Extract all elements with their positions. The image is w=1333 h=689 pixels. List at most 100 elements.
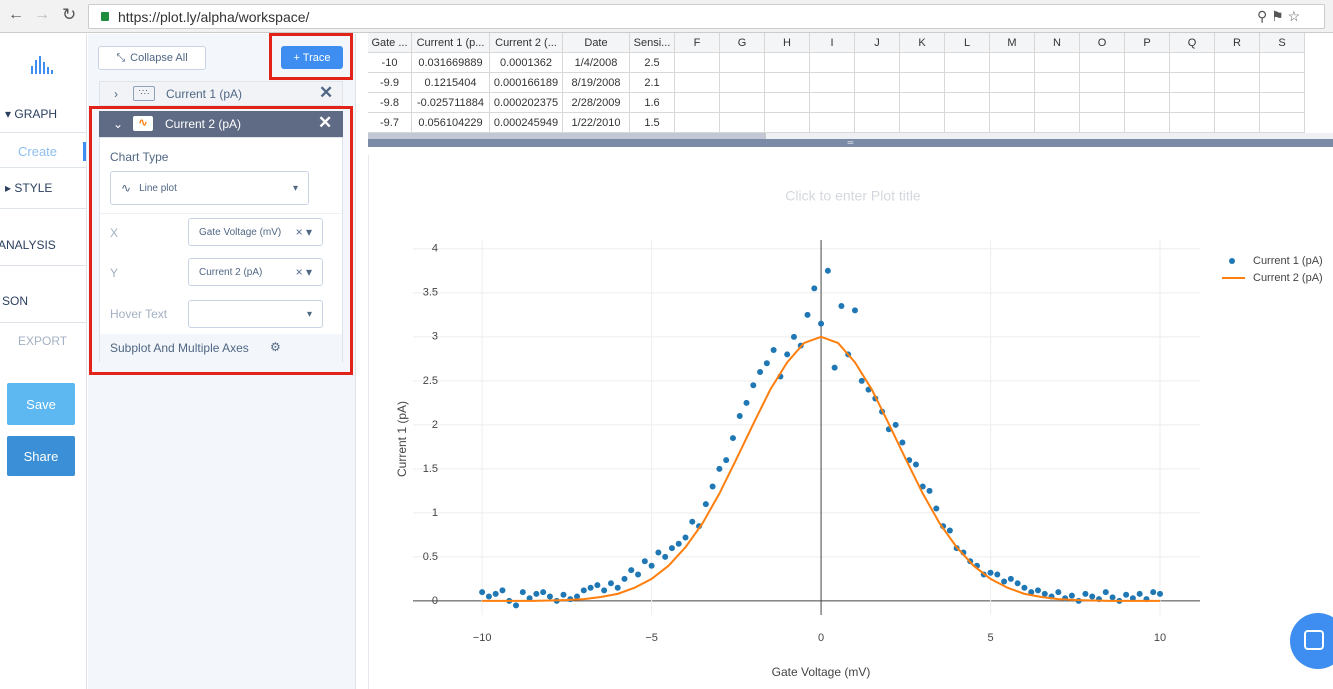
column-header[interactable]: Date	[563, 33, 630, 53]
nav-analysis[interactable]: ANALYSIS	[0, 238, 56, 252]
share-button[interactable]: Share	[7, 436, 75, 476]
x-axis-title[interactable]: Gate Voltage (mV)	[772, 665, 871, 679]
grid-cell[interactable]	[675, 53, 720, 73]
column-header[interactable]: O	[1080, 33, 1125, 53]
grid-cell[interactable]	[810, 73, 855, 93]
grid-cell[interactable]	[675, 73, 720, 93]
grid-cell[interactable]	[1080, 53, 1125, 73]
grid-cell[interactable]	[990, 93, 1035, 113]
grid-cell[interactable]	[1080, 73, 1125, 93]
column-header[interactable]: P	[1125, 33, 1170, 53]
grid-cell[interactable]: -9.9	[368, 73, 412, 93]
grid-cell[interactable]	[765, 73, 810, 93]
chart-title[interactable]: Click to enter Plot title	[785, 188, 921, 204]
grid-cell[interactable]: 1/22/2010	[563, 113, 630, 133]
grid-cell[interactable]: -9.8	[368, 93, 412, 113]
hover-select[interactable]: ▾	[188, 300, 323, 328]
grid-cell[interactable]	[1125, 73, 1170, 93]
grid-cell[interactable]	[1035, 53, 1080, 73]
grid-cell[interactable]: 0.0001362	[490, 53, 563, 73]
column-header[interactable]: Sensi...	[630, 33, 675, 53]
grid-cell[interactable]	[765, 53, 810, 73]
grid-cell[interactable]	[675, 93, 720, 113]
grid-cell[interactable]	[1035, 73, 1080, 93]
chart-type-select[interactable]: ∿ Line plot ▾	[110, 171, 309, 205]
grid-cell[interactable]	[1125, 113, 1170, 133]
grid-cell[interactable]	[720, 73, 765, 93]
browser-icons[interactable]: ⚲ ⚑ ☆	[1257, 8, 1301, 24]
grid-cell[interactable]	[1215, 113, 1260, 133]
column-header[interactable]: J	[855, 33, 900, 53]
gear-icon[interactable]: ⚙	[270, 340, 281, 354]
grid-cell[interactable]	[810, 113, 855, 133]
grid-cell[interactable]	[1080, 93, 1125, 113]
grid-cell[interactable]	[1125, 53, 1170, 73]
grid-cell[interactable]	[1215, 93, 1260, 113]
grid-cell[interactable]: 8/19/2008	[563, 73, 630, 93]
grid-cell[interactable]: 1/4/2008	[563, 53, 630, 73]
grid-cell[interactable]	[1215, 53, 1260, 73]
grid-cell[interactable]	[720, 113, 765, 133]
column-header[interactable]: H	[765, 33, 810, 53]
grid-cell[interactable]	[810, 93, 855, 113]
grid-cell[interactable]	[990, 73, 1035, 93]
split-handle[interactable]: ═	[368, 139, 1333, 147]
nav-create[interactable]: Create	[18, 144, 58, 159]
grid-cell[interactable]	[765, 93, 810, 113]
y-select[interactable]: Current 2 (pA) × ▾	[188, 258, 323, 286]
grid-cell[interactable]	[945, 93, 990, 113]
grid-cell[interactable]	[855, 93, 900, 113]
grid-cell[interactable]	[1035, 113, 1080, 133]
delete-trace[interactable]: ✕	[319, 83, 334, 102]
grid-cell[interactable]	[1260, 73, 1305, 93]
grid-cell[interactable]: -10	[368, 53, 412, 73]
grid-cell[interactable]: 0.031669889	[412, 53, 490, 73]
column-header[interactable]: L	[945, 33, 990, 53]
nav-graph[interactable]: GRAPH	[14, 107, 58, 121]
column-header[interactable]: Current 1 (p...	[412, 33, 490, 53]
nav-style[interactable]: STYLE	[14, 181, 53, 195]
grid-cell[interactable]	[945, 113, 990, 133]
grid-cell[interactable]	[1170, 113, 1215, 133]
trace-row-active[interactable]: ⌄ ∿ Current 2 (pA) ✕	[99, 111, 343, 137]
grid-cell[interactable]: 2/28/2009	[563, 93, 630, 113]
nav-json[interactable]: SON	[2, 294, 29, 308]
grid-cell[interactable]	[855, 73, 900, 93]
grid-cell[interactable]	[720, 53, 765, 73]
clear-icon[interactable]: × ▾	[295, 225, 312, 239]
grid-cell[interactable]	[1125, 93, 1170, 113]
column-header[interactable]: M	[990, 33, 1035, 53]
grid-cell[interactable]	[1170, 53, 1215, 73]
column-header[interactable]: G	[720, 33, 765, 53]
column-header[interactable]: Current 2 (...	[490, 33, 563, 53]
grid-cell[interactable]: -9.7	[368, 113, 412, 133]
nav-export[interactable]: EXPORT	[18, 334, 68, 348]
x-select[interactable]: Gate Voltage (mV) × ▾	[188, 218, 323, 246]
grid-cell[interactable]	[900, 53, 945, 73]
trace-row[interactable]: › ∵∴ Current 1 (pA) ✕	[99, 81, 343, 106]
grid-cell[interactable]	[945, 53, 990, 73]
grid-cell[interactable]	[990, 113, 1035, 133]
forward-button[interactable]: →	[34, 6, 50, 23]
column-header[interactable]: S	[1260, 33, 1305, 53]
grid-cell[interactable]	[900, 93, 945, 113]
column-header[interactable]: Q	[1170, 33, 1215, 53]
reload-button[interactable]: ↻	[62, 5, 77, 24]
grid-cell[interactable]	[945, 73, 990, 93]
grid-cell[interactable]	[1170, 93, 1215, 113]
back-button[interactable]: ←	[8, 6, 24, 23]
grid-cell[interactable]	[810, 53, 855, 73]
grid-cell[interactable]: 0.000245949	[490, 113, 563, 133]
grid-cell[interactable]: 2.1	[630, 73, 675, 93]
grid-cell[interactable]	[1170, 73, 1215, 93]
address-box[interactable]: https://plot.ly/alpha/workspace/ ⚲ ⚑ ☆	[88, 4, 1325, 29]
scrollbar-thumb[interactable]	[368, 133, 766, 139]
save-button[interactable]: Save	[7, 383, 75, 425]
clear-icon[interactable]: × ▾	[295, 265, 312, 279]
delete-trace[interactable]: ✕	[318, 113, 333, 132]
column-header[interactable]: R	[1215, 33, 1260, 53]
grid-cell[interactable]	[1080, 113, 1125, 133]
grid-cell[interactable]	[855, 113, 900, 133]
grid-cell[interactable]	[855, 53, 900, 73]
grid-cell[interactable]	[1215, 73, 1260, 93]
